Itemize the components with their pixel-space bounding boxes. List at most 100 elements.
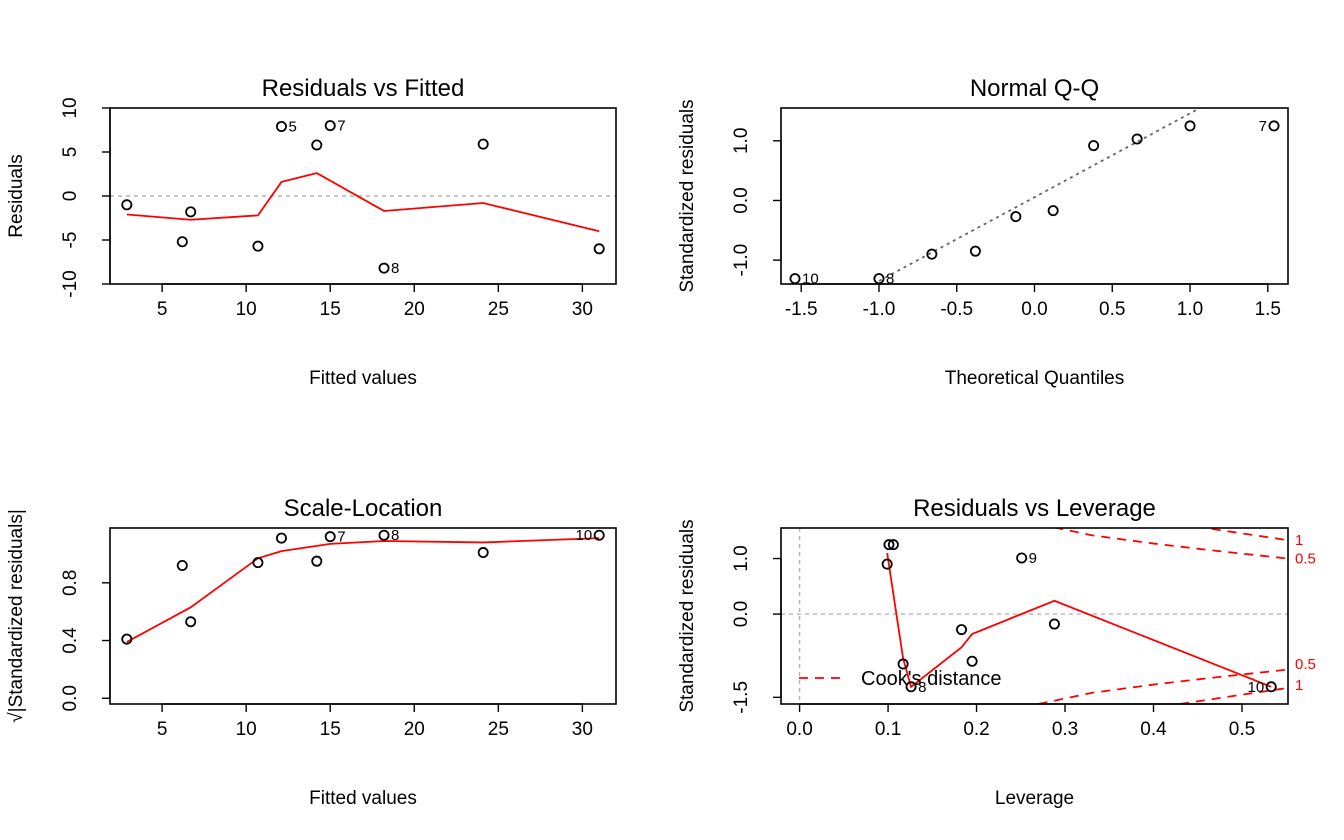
point-label: 7 xyxy=(337,529,345,546)
data-point xyxy=(1131,133,1143,145)
legend-label: Cook's distance xyxy=(861,668,1002,690)
data-point xyxy=(1088,140,1100,152)
y-tick-label: 0.4 xyxy=(60,627,81,654)
plot-area xyxy=(789,108,1280,284)
data-point xyxy=(1265,681,1277,693)
point-label: 10 xyxy=(576,527,593,544)
data-point xyxy=(926,248,938,260)
data-point xyxy=(477,547,489,559)
cooks-distance-level-label: 0.5 xyxy=(1295,551,1316,568)
data-point xyxy=(275,120,287,132)
panel-4: 8 9 10 0.0 0.1 0.2 0.3 0.4 0.5 -1.5 0.0 1.0 Residual… xyxy=(677,495,1316,809)
point-label: 8 xyxy=(391,527,399,544)
data-point xyxy=(883,539,895,551)
x-tick-label: 0.0 xyxy=(1021,299,1047,320)
x-tick-label: 10 xyxy=(236,299,257,320)
x-tick-label: 30 xyxy=(572,719,593,740)
data-point xyxy=(1048,618,1060,630)
x-tick-label: 5 xyxy=(157,719,168,740)
chart-title: Residuals vs Leverage xyxy=(913,495,1156,522)
y-tick-label: 0.0 xyxy=(731,601,752,627)
data-point xyxy=(956,624,968,636)
x-tick-label: 15 xyxy=(320,719,341,740)
point-label: 7 xyxy=(337,118,345,135)
cooks-distance-curve-0.5 xyxy=(1052,528,1288,560)
x-tick-label: 0.4 xyxy=(1140,719,1167,740)
data-point xyxy=(897,658,909,670)
cooks-distance-level-label: 1 xyxy=(1295,532,1303,549)
data-point xyxy=(789,273,801,284)
smoother-line xyxy=(126,537,600,643)
data-point xyxy=(966,655,978,667)
point-label: 8 xyxy=(886,271,894,288)
x-tick-label: 20 xyxy=(404,719,425,740)
data-point xyxy=(887,539,899,551)
chart-title: Scale-Location xyxy=(284,495,443,522)
point-label: 10 xyxy=(1248,679,1265,696)
point-label: 10 xyxy=(802,271,819,288)
qq-reference-line xyxy=(878,108,1202,282)
panel-2: 10 8 7 -1.5 -1.0 -0.5 0.0 0.5 1.0 1.5 -1.0 0.0 1.0 No… xyxy=(677,75,1289,389)
x-tick-label: 1.5 xyxy=(1255,299,1281,320)
data-point xyxy=(1010,211,1022,223)
chart-title: Normal Q-Q xyxy=(970,75,1099,102)
y-tick-label: -10 xyxy=(60,270,81,297)
y-tick-label: -5 xyxy=(60,232,81,249)
point-label: 7 xyxy=(1259,118,1267,135)
y-axis-label: Standardized residuals xyxy=(677,99,698,292)
y-tick-label: 10 xyxy=(60,97,81,118)
data-point xyxy=(378,262,390,274)
data-point xyxy=(121,199,133,211)
plot-area xyxy=(781,528,1288,704)
data-point xyxy=(881,558,893,570)
data-point xyxy=(477,138,489,150)
plot-area xyxy=(110,120,616,274)
data-point xyxy=(1016,552,1028,564)
x-tick-label: 0.3 xyxy=(1052,719,1078,740)
x-tick-label: 0.1 xyxy=(875,719,901,740)
y-tick-label: 0.0 xyxy=(60,685,81,711)
data-point xyxy=(1047,205,1059,217)
y-tick-label: 0.0 xyxy=(731,187,752,213)
y-axis-label: Residuals xyxy=(6,154,27,237)
data-point xyxy=(252,240,264,252)
point-label: 9 xyxy=(1029,550,1037,567)
panel-1: 5 7 8 5 10 15 20 25 30 -10 -5 0 5 10 Residuals vs Fitt… xyxy=(6,75,617,389)
smoother-line xyxy=(886,552,1272,689)
x-axis-label: Fitted values xyxy=(309,368,417,389)
x-tick-label: 0.2 xyxy=(963,719,989,740)
y-axis-label: √|Standardized residuals| xyxy=(6,509,27,723)
x-tick-label: 5 xyxy=(157,299,168,320)
point-label: 5 xyxy=(288,118,296,135)
x-tick-label: 30 xyxy=(572,299,593,320)
data-point xyxy=(1268,120,1280,132)
plot-frame xyxy=(109,527,617,705)
plot-frame xyxy=(780,107,1289,285)
y-tick-label: 0.8 xyxy=(60,570,81,596)
y-tick-label: -1.5 xyxy=(731,681,752,714)
data-point xyxy=(275,532,287,544)
cooks-distance-curve-0.5 xyxy=(1038,668,1288,704)
x-axis-label: Leverage xyxy=(995,788,1074,809)
x-tick-label: 20 xyxy=(404,299,425,320)
y-tick-label: 1.0 xyxy=(731,545,752,571)
x-tick-label: 1.0 xyxy=(1177,299,1203,320)
data-point xyxy=(378,529,390,541)
data-point xyxy=(176,560,188,572)
data-point xyxy=(121,633,133,645)
cooks-distance-level-label: 0.5 xyxy=(1295,656,1316,673)
data-point xyxy=(905,681,917,693)
y-axis-label: Standardized residuals xyxy=(677,519,698,712)
cooks-distance-curve-1 xyxy=(1199,528,1288,542)
x-tick-label: 0.5 xyxy=(1099,299,1125,320)
data-point xyxy=(311,139,323,151)
x-tick-label: -0.5 xyxy=(940,299,973,320)
x-axis-label: Theoretical Quantiles xyxy=(945,368,1125,389)
x-tick-label: 10 xyxy=(236,719,257,740)
data-point xyxy=(252,557,264,569)
data-point xyxy=(593,243,605,255)
x-tick-label: -1.0 xyxy=(863,299,896,320)
smoother-line xyxy=(126,172,600,233)
x-tick-label: 0.5 xyxy=(1229,719,1255,740)
